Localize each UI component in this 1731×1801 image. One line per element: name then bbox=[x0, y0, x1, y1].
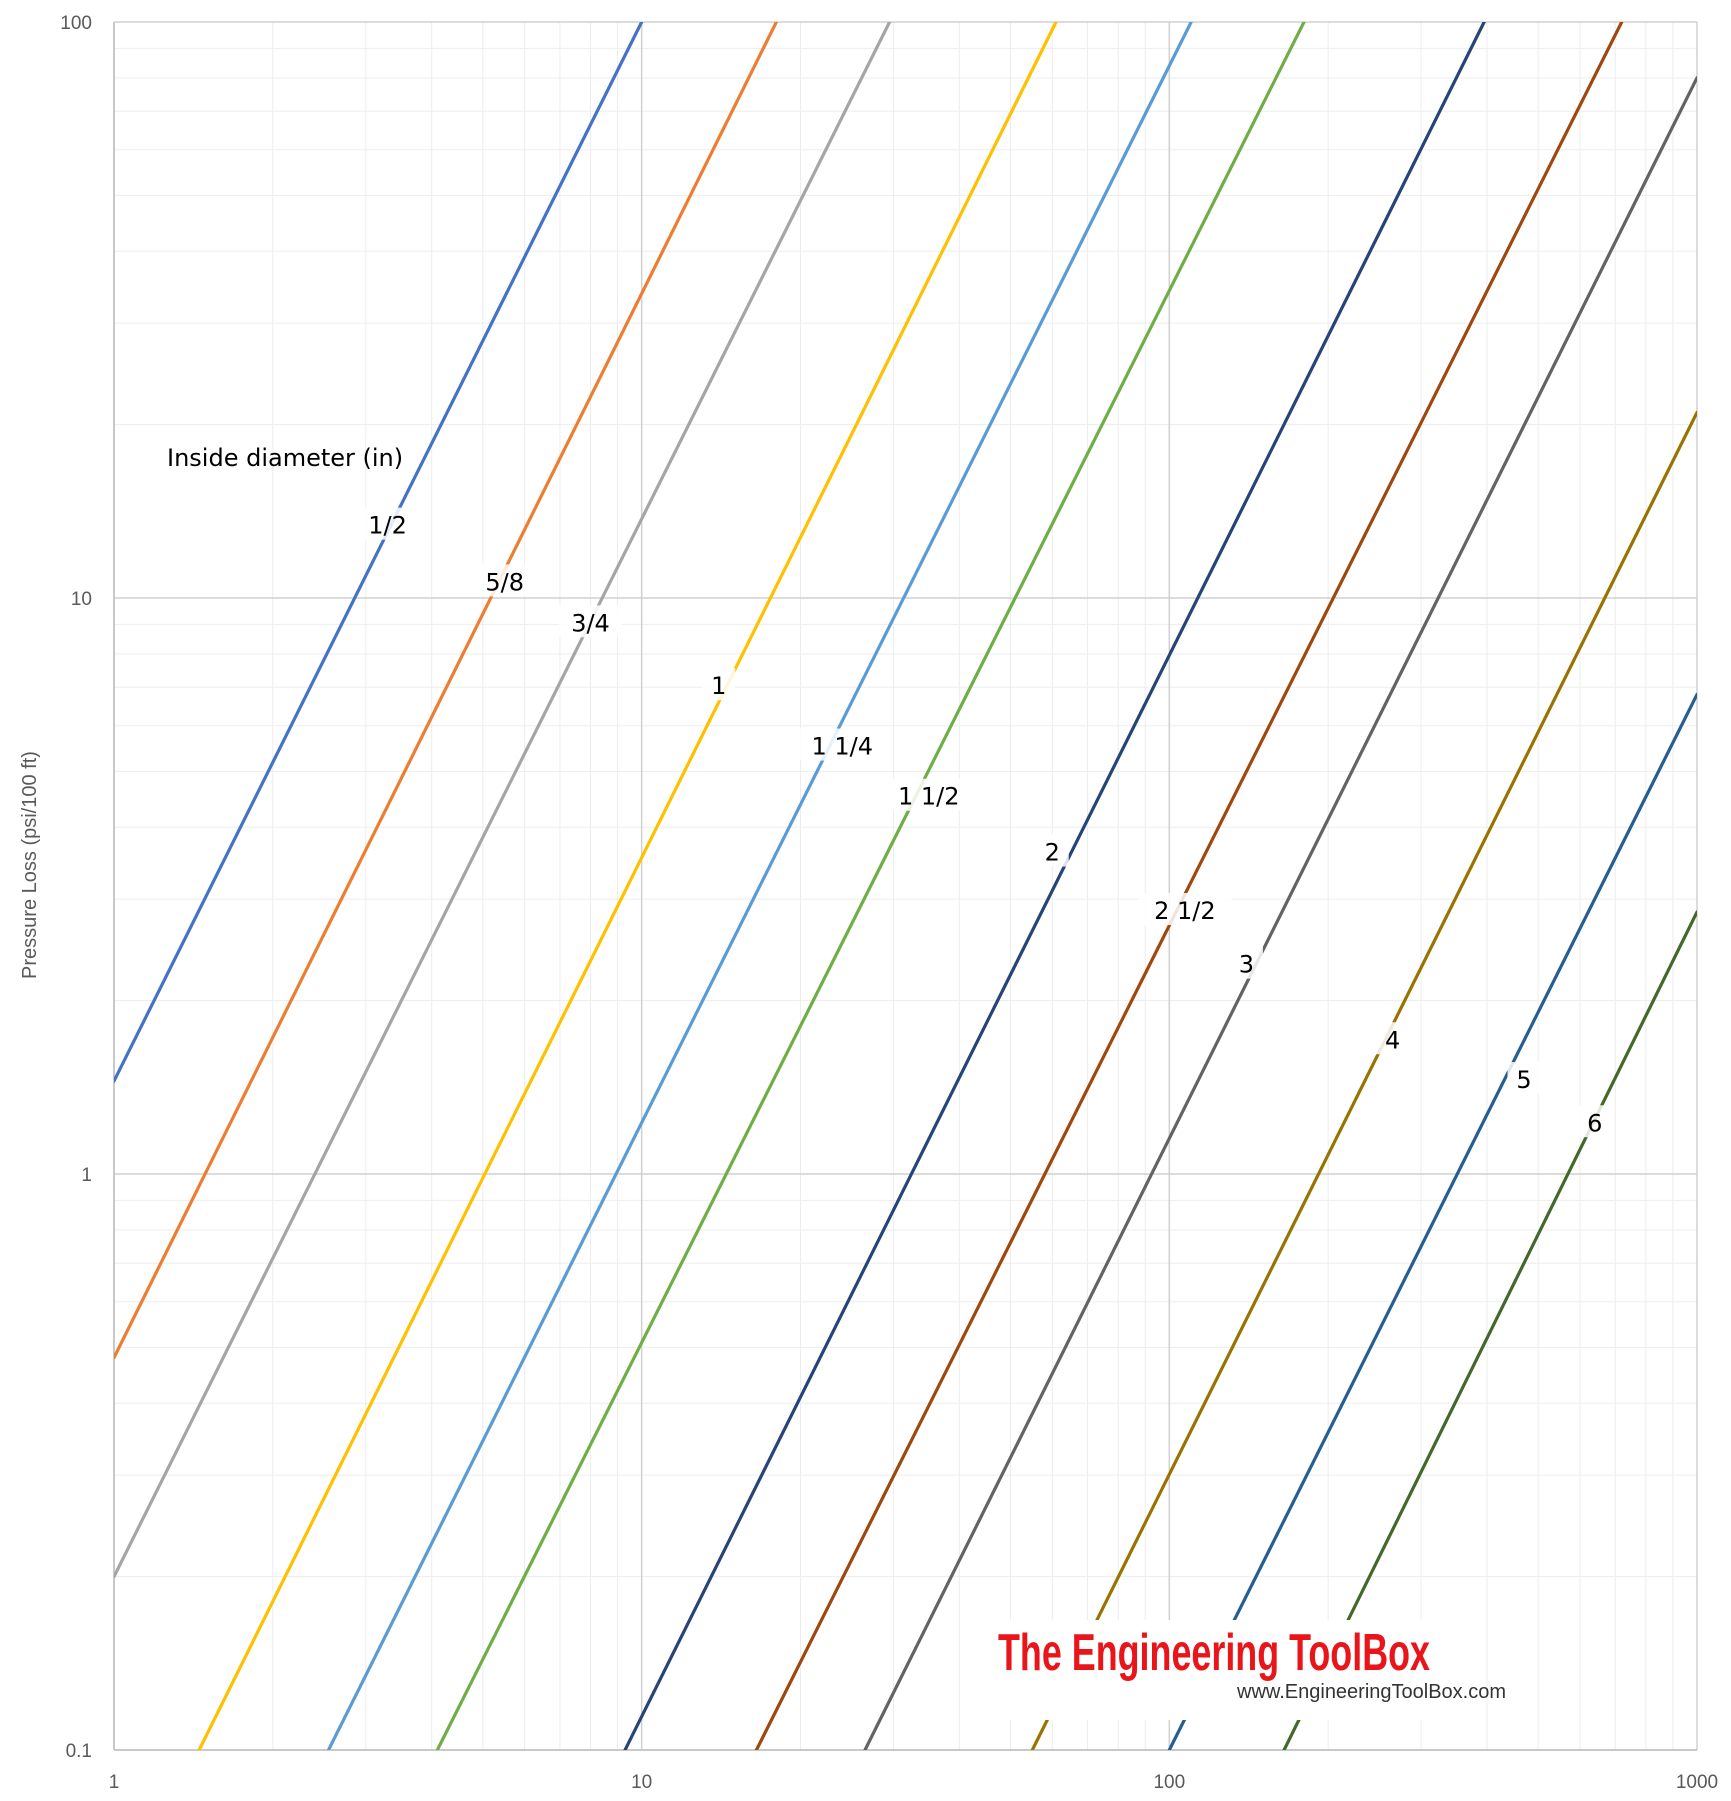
series-label-bg-5 bbox=[795, 728, 889, 761]
series-label-11: 5 bbox=[1516, 1066, 1531, 1094]
series-label-6: 1 1/2 bbox=[898, 783, 960, 811]
y-tick-label: 0.1 bbox=[66, 1741, 92, 1762]
series-label-4: 1 bbox=[711, 672, 726, 700]
series-label-7: 2 bbox=[1045, 839, 1060, 867]
x-tick-label: 100 bbox=[1153, 1772, 1185, 1793]
series-label-bg-12 bbox=[1578, 1105, 1612, 1138]
series-line-3 bbox=[114, 22, 892, 1579]
series-label-bg-3 bbox=[559, 605, 623, 638]
engineering-toolbox-logo: The Engineering ToolBox www.EngineeringT… bbox=[990, 1620, 1506, 1720]
y-axis-title: Pressure Loss (psi/100 ft) bbox=[19, 751, 41, 979]
series-label-bg-4 bbox=[702, 668, 736, 701]
series-label-1: 1/2 bbox=[368, 512, 407, 540]
series-label-12: 6 bbox=[1587, 1109, 1602, 1137]
major-grid bbox=[113, 21, 1698, 1751]
series-line-4 bbox=[197, 22, 1058, 1750]
series-label-bg-7 bbox=[1035, 834, 1069, 867]
y-tick-label: 1 bbox=[81, 1165, 92, 1186]
series-label-bg-9 bbox=[1229, 946, 1263, 979]
series-label-bg-8 bbox=[1138, 893, 1232, 926]
x-tick-labels: 1 10 100 1000 bbox=[109, 1772, 1718, 1793]
x-tick-label: 1 bbox=[109, 1772, 120, 1793]
logo-title: The Engineering ToolBox bbox=[998, 1624, 1430, 1682]
series-line-5 bbox=[326, 22, 1193, 1750]
y-tick-label: 100 bbox=[60, 13, 92, 34]
series-line-10 bbox=[1030, 410, 1697, 1750]
series-line-9 bbox=[863, 76, 1697, 1750]
y-tick-labels: 0.1 1 10 100 bbox=[60, 13, 92, 1762]
series-line-7 bbox=[623, 22, 1486, 1750]
y-tick-label: 10 bbox=[71, 589, 92, 610]
series-label-9: 3 bbox=[1239, 951, 1254, 979]
series-line-6 bbox=[435, 22, 1306, 1750]
series-label-bg-1 bbox=[356, 507, 420, 540]
series-label-bg-11 bbox=[1507, 1062, 1541, 1095]
series-label-bg-10 bbox=[1376, 1022, 1410, 1055]
series-lines bbox=[114, 22, 1697, 1750]
logo-url: www.EngineeringToolBox.com bbox=[1236, 1681, 1506, 1703]
series-label-5: 1 1/4 bbox=[812, 733, 874, 761]
series-label-bg-6 bbox=[882, 778, 976, 811]
series-line-1 bbox=[114, 22, 644, 1083]
series-label-8: 2 1/2 bbox=[1154, 897, 1216, 925]
series-line-12 bbox=[1282, 910, 1697, 1750]
series-line-11 bbox=[1167, 692, 1697, 1750]
legend-title: Inside diameter (in) bbox=[167, 444, 403, 472]
series-label-10: 4 bbox=[1385, 1026, 1400, 1054]
series-label-3: 3/4 bbox=[571, 609, 610, 637]
x-tick-label: 10 bbox=[631, 1772, 652, 1793]
series-label-2: 5/8 bbox=[485, 568, 524, 596]
series-line-2 bbox=[114, 22, 778, 1360]
series-labels: 1/2 5/8 3/4 1 1 1/4 1 1/2 2 2 1/2 3 4 5 6 bbox=[356, 507, 1612, 1138]
minor-grid bbox=[114, 22, 1697, 1750]
x-tick-label: 1000 bbox=[1676, 1772, 1718, 1793]
series-line-8 bbox=[754, 22, 1624, 1750]
series-label-bg-2 bbox=[473, 564, 537, 597]
